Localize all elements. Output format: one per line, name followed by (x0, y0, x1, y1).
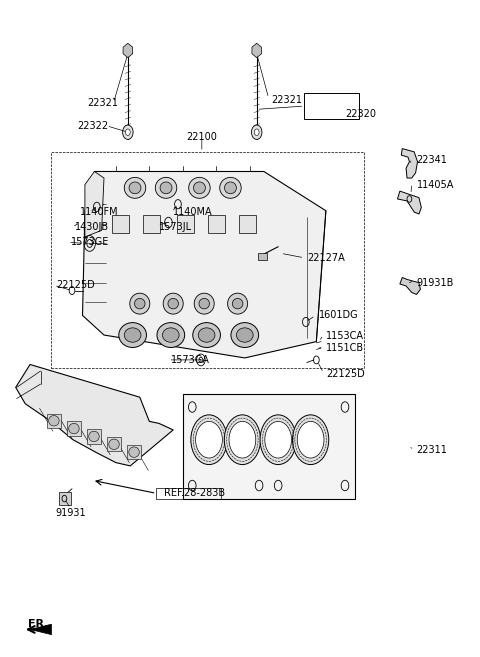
Circle shape (297, 421, 324, 458)
Text: 1601DG: 1601DG (319, 310, 359, 321)
Bar (143, 215, 160, 233)
Ellipse shape (109, 439, 119, 449)
Ellipse shape (198, 328, 215, 342)
Text: 11405A: 11405A (417, 179, 454, 190)
Ellipse shape (160, 182, 172, 194)
Circle shape (191, 415, 227, 464)
Ellipse shape (237, 328, 253, 342)
Text: 22321: 22321 (271, 95, 302, 104)
Text: FR.: FR. (28, 619, 48, 629)
Ellipse shape (194, 293, 214, 314)
Ellipse shape (129, 182, 141, 194)
Bar (47, 413, 61, 428)
Bar (258, 253, 267, 260)
Polygon shape (30, 624, 51, 635)
Text: 1153CA: 1153CA (326, 331, 364, 342)
Circle shape (260, 415, 296, 464)
Ellipse shape (232, 298, 243, 309)
Text: REF.28-283B: REF.28-283B (164, 488, 225, 499)
Circle shape (292, 415, 329, 464)
Ellipse shape (69, 423, 79, 434)
Bar (304, 93, 360, 119)
Bar (51, 152, 364, 368)
Polygon shape (401, 148, 418, 178)
Text: 1573GA: 1573GA (171, 355, 210, 365)
Bar (59, 492, 71, 505)
Ellipse shape (162, 328, 179, 342)
Ellipse shape (193, 323, 220, 348)
Text: 22100: 22100 (186, 133, 217, 143)
Ellipse shape (193, 182, 205, 194)
Ellipse shape (124, 328, 141, 342)
Ellipse shape (189, 177, 210, 198)
Text: 22311: 22311 (417, 445, 447, 455)
Text: 22125D: 22125D (56, 281, 95, 290)
Ellipse shape (163, 293, 183, 314)
Polygon shape (397, 191, 421, 214)
Ellipse shape (119, 323, 146, 348)
Ellipse shape (134, 298, 145, 309)
Polygon shape (16, 365, 173, 466)
Text: 22127A: 22127A (307, 253, 345, 263)
Bar (112, 215, 129, 233)
Ellipse shape (199, 298, 209, 309)
Circle shape (229, 421, 256, 458)
Bar (127, 445, 141, 459)
Text: 22322: 22322 (78, 121, 109, 131)
Bar (207, 215, 225, 233)
Ellipse shape (225, 182, 237, 194)
Ellipse shape (48, 415, 59, 426)
Circle shape (265, 421, 291, 458)
Text: 1151CB: 1151CB (326, 343, 364, 353)
Bar (156, 488, 221, 499)
Text: 1430JB: 1430JB (75, 222, 109, 232)
Ellipse shape (130, 293, 150, 314)
Bar (177, 215, 194, 233)
Polygon shape (400, 277, 420, 294)
Polygon shape (252, 43, 262, 58)
Ellipse shape (228, 293, 248, 314)
Bar (107, 437, 121, 451)
Ellipse shape (156, 177, 177, 198)
Bar (67, 421, 81, 436)
Circle shape (252, 125, 262, 139)
Circle shape (125, 129, 130, 135)
Bar (87, 429, 101, 443)
Text: 1573JL: 1573JL (159, 222, 192, 232)
Polygon shape (85, 171, 104, 237)
Text: 91931B: 91931B (417, 278, 454, 288)
Ellipse shape (220, 177, 241, 198)
Bar (239, 215, 256, 233)
Circle shape (122, 125, 133, 139)
Polygon shape (123, 43, 132, 58)
Ellipse shape (157, 323, 185, 348)
Text: 1140MA: 1140MA (173, 207, 213, 217)
Ellipse shape (129, 447, 139, 457)
Text: 1140FM: 1140FM (80, 207, 119, 217)
Text: 22321: 22321 (87, 98, 118, 108)
Text: 1573GE: 1573GE (71, 237, 109, 247)
Circle shape (196, 421, 222, 458)
Text: 22320: 22320 (345, 109, 376, 119)
Ellipse shape (168, 298, 179, 309)
Ellipse shape (89, 431, 99, 442)
Bar (183, 394, 355, 499)
Polygon shape (83, 171, 326, 358)
Text: 91931: 91931 (55, 508, 86, 518)
Text: 22341: 22341 (417, 154, 447, 165)
Text: 22125D: 22125D (326, 369, 365, 379)
Circle shape (224, 415, 261, 464)
Circle shape (254, 129, 259, 135)
Ellipse shape (231, 323, 259, 348)
Ellipse shape (124, 177, 146, 198)
